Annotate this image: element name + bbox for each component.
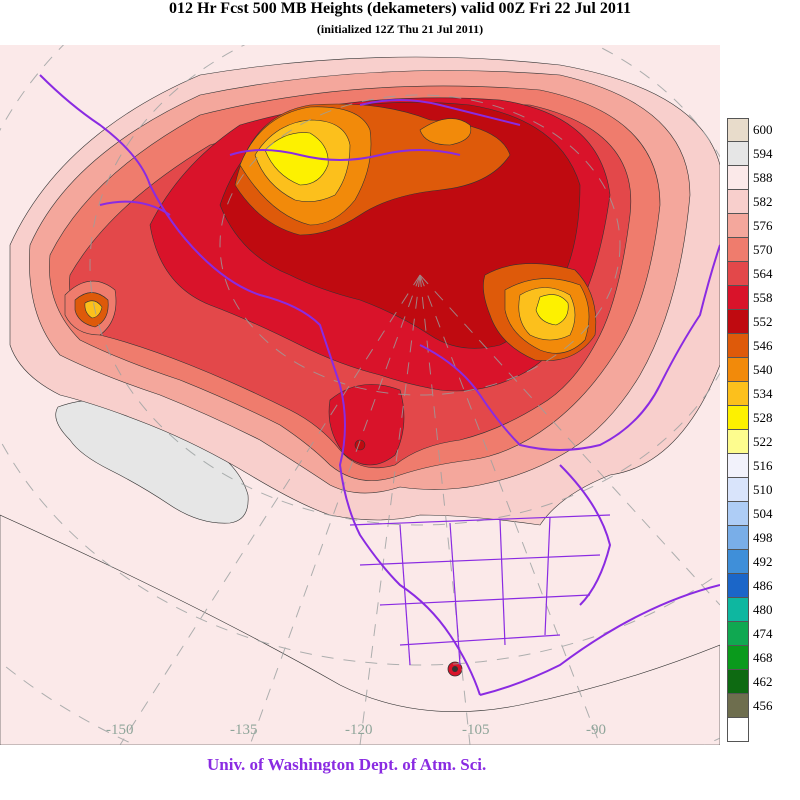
legend-row: 582 xyxy=(727,190,787,214)
legend-label: 582 xyxy=(753,194,773,209)
legend-row: 546 xyxy=(727,334,787,358)
legend-row: 552 xyxy=(727,310,787,334)
legend-row: 516 xyxy=(727,454,787,478)
legend-swatch xyxy=(727,478,749,502)
legend-row: 570 xyxy=(727,238,787,262)
legend-row: 492 xyxy=(727,550,787,574)
legend-row: 510 xyxy=(727,478,787,502)
legend-swatch xyxy=(727,622,749,646)
legend-row: 504 xyxy=(727,502,787,526)
legend-row: 498 xyxy=(727,526,787,550)
legend-label: 558 xyxy=(753,290,773,305)
legend-label: 516 xyxy=(753,458,773,473)
legend-row: 528 xyxy=(727,406,787,430)
legend-swatch xyxy=(727,118,749,142)
legend-label: 468 xyxy=(753,650,773,665)
legend-row: 588 xyxy=(727,166,787,190)
legend-swatch xyxy=(727,574,749,598)
longitude-label: -120 xyxy=(345,722,373,738)
legend-row: 594 xyxy=(727,142,787,166)
legend-label: 552 xyxy=(753,314,773,329)
legend-label: 522 xyxy=(753,434,773,449)
longitude-label: -90 xyxy=(586,722,606,738)
legend-row: 534 xyxy=(727,382,787,406)
legend-label: 564 xyxy=(753,266,773,281)
longitude-label: -150 xyxy=(106,722,134,738)
legend-swatch xyxy=(727,718,749,742)
contour-small-cell-core xyxy=(452,666,458,672)
legend-label: 462 xyxy=(753,674,773,689)
graticule xyxy=(0,45,720,745)
legend-label: 546 xyxy=(753,338,773,353)
legend-row: 600 xyxy=(727,118,787,142)
legend-label: 540 xyxy=(753,362,773,377)
legend-label: 504 xyxy=(753,506,773,521)
legend-swatch xyxy=(727,526,749,550)
legend-label: 492 xyxy=(753,554,773,569)
legend-swatch xyxy=(727,550,749,574)
legend-swatch xyxy=(727,286,749,310)
legend-swatch xyxy=(727,142,749,166)
color-legend: 600 594 588 582 576 570 564 558 552 546 540 534 528 5… xyxy=(727,118,787,742)
longitude-label: -105 xyxy=(462,722,490,738)
legend-label: 534 xyxy=(753,386,773,401)
legend-row: 462 xyxy=(727,670,787,694)
legend-row: 474 xyxy=(727,622,787,646)
legend-label: 570 xyxy=(753,242,773,257)
legend-label: 486 xyxy=(753,578,773,593)
longitude-label: -135 xyxy=(230,722,258,738)
legend-label: 510 xyxy=(753,482,773,497)
legend-label: 576 xyxy=(753,218,773,233)
legend-swatch xyxy=(727,238,749,262)
map-subtitle: (initialized 12Z Thu 21 Jul 2011) xyxy=(316,22,484,36)
legend-label: 498 xyxy=(753,530,773,545)
credit-text: Univ. of Washington Dept. of Atm. Sci. xyxy=(207,755,487,774)
legend-label: 600 xyxy=(753,122,773,137)
legend-swatch xyxy=(727,358,749,382)
contour-west-low-core xyxy=(84,300,103,319)
legend-swatch xyxy=(727,166,749,190)
legend-label: 474 xyxy=(753,626,773,641)
height-contour-map xyxy=(0,45,720,745)
legend-swatch xyxy=(727,430,749,454)
legend-swatch xyxy=(727,310,749,334)
legend-row: 576 xyxy=(727,214,787,238)
contour-594 xyxy=(0,514,720,745)
legend-label: 594 xyxy=(753,146,773,161)
legend-row: 468 xyxy=(727,646,787,670)
legend-row: 480 xyxy=(727,598,787,622)
legend-row: 558 xyxy=(727,286,787,310)
legend-label: 588 xyxy=(753,170,773,185)
legend-swatch xyxy=(727,262,749,286)
legend-swatch xyxy=(727,214,749,238)
legend-swatch xyxy=(727,382,749,406)
map-title: 012 Hr Fcst 500 MB Heights (dekameters) … xyxy=(169,0,631,17)
legend-swatch xyxy=(727,670,749,694)
legend-row xyxy=(727,718,787,742)
contour-528 xyxy=(264,132,569,326)
legend-swatch xyxy=(727,694,749,718)
legend-row: 456 xyxy=(727,694,787,718)
legend-row: 540 xyxy=(727,358,787,382)
legend-label: 528 xyxy=(753,410,773,425)
legend-label: 480 xyxy=(753,602,773,617)
legend-swatch xyxy=(727,502,749,526)
legend-swatch xyxy=(727,454,749,478)
legend-swatch xyxy=(727,598,749,622)
contour-534 xyxy=(254,119,576,341)
legend-swatch xyxy=(727,646,749,670)
legend-swatch xyxy=(727,406,749,430)
legend-label: 456 xyxy=(753,698,773,713)
legend-swatch xyxy=(727,334,749,358)
legend-row: 564 xyxy=(727,262,787,286)
legend-row: 522 xyxy=(727,430,787,454)
political-borders xyxy=(349,514,611,666)
legend-swatch xyxy=(727,190,749,214)
legend-row: 486 xyxy=(727,574,787,598)
